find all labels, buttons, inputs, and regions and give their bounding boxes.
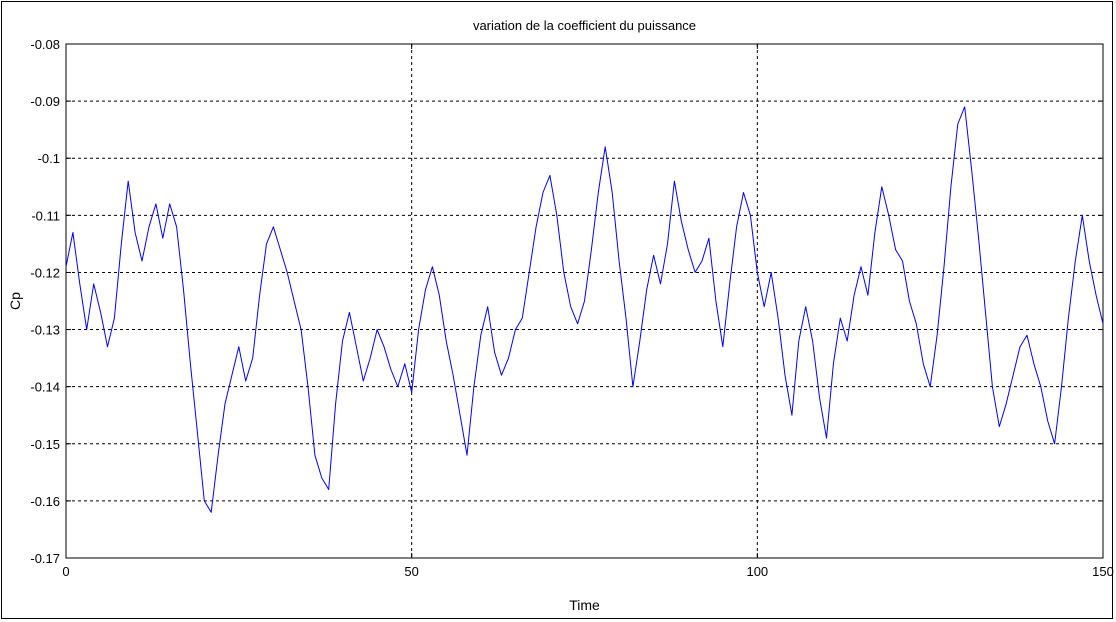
y-tick-label: -0.11 xyxy=(31,208,60,223)
y-axis-label: Cp xyxy=(7,292,23,310)
x-tick-label: 50 xyxy=(404,564,418,579)
axis-ticks xyxy=(65,43,1104,559)
x-tick-label: 0 xyxy=(62,564,69,579)
y-tick-label: -0.13 xyxy=(30,323,60,338)
x-tick-label: 100 xyxy=(746,564,768,579)
y-tick-label: -0.15 xyxy=(30,437,60,452)
y-tick-label: -0.14 xyxy=(30,380,60,395)
y-tick-label: -0.08 xyxy=(30,37,60,52)
y-tick-label: -0.09 xyxy=(30,94,60,109)
y-tick-label: -0.17 xyxy=(30,551,60,566)
series-group xyxy=(65,106,1104,513)
series-line xyxy=(65,106,1104,513)
tick-labels: -0.08 -0.09 -0.1 -0.11 -0.12 -0.13 -0.14 -0.15 -… xyxy=(30,37,1113,579)
y-tick-label: -0.1 xyxy=(38,151,60,166)
x-axis-label: Time xyxy=(569,597,600,613)
y-tick-label: -0.16 xyxy=(30,494,60,509)
x-tick-label: 150 xyxy=(1092,564,1114,579)
chart-title: variation de la coefficient du puissance xyxy=(473,18,696,33)
y-tick-label: -0.12 xyxy=(30,265,60,280)
